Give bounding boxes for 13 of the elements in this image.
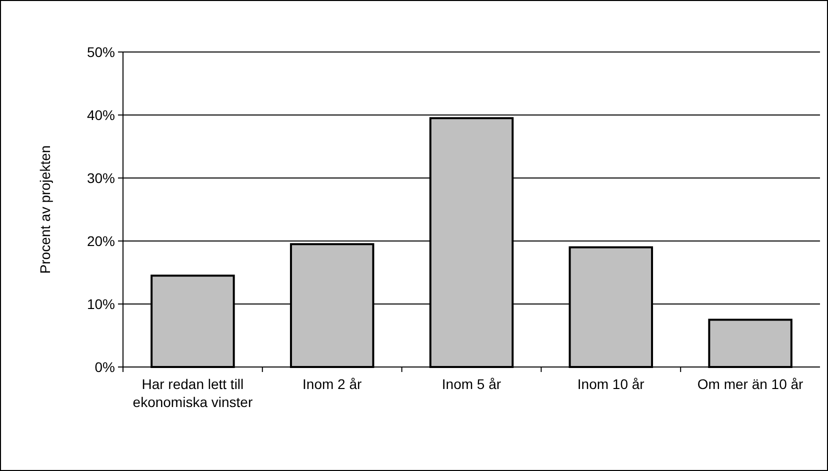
y-tick-label: 50% (86, 44, 115, 60)
x-tick-label: Inom 10 år (577, 376, 645, 392)
y-tick-label: 0% (94, 358, 115, 375)
x-tick-label: Inom 5 år (442, 376, 502, 392)
y-tick-label: 40% (86, 106, 115, 123)
bar (708, 318, 792, 368)
x-tick-label: Om mer än 10 år (697, 376, 804, 392)
y-tick-label: 10% (86, 296, 115, 312)
x-tick-label: Inom 2 år (302, 376, 362, 392)
y-tick-label: 20% (86, 232, 115, 249)
y-tick-label: 30% (86, 170, 115, 186)
x-tick-label: Har redan lett till ekonomiska vinster (132, 376, 253, 410)
y-axis-title: Procent av projekten (37, 145, 53, 274)
